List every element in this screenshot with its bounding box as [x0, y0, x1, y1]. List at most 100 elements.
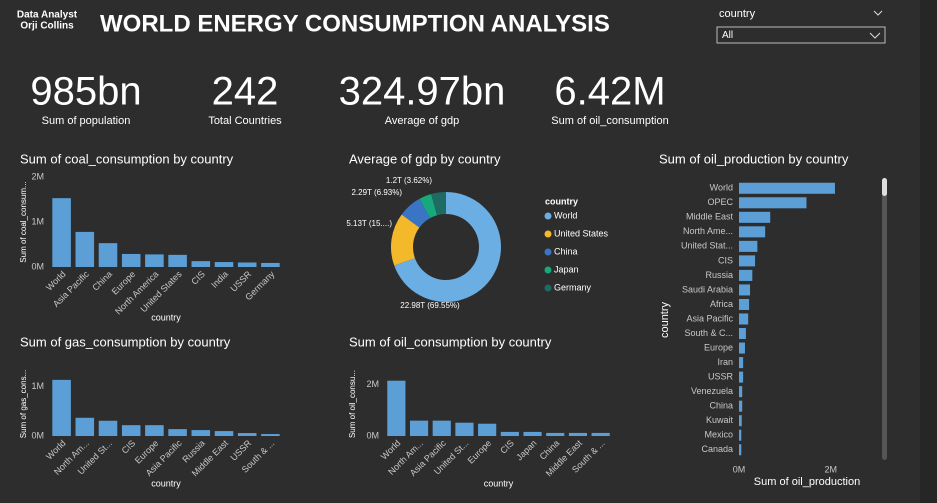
legend-label: Japan [554, 264, 579, 274]
data-label: 22.98T (69.55%) [400, 301, 460, 310]
bar [739, 400, 743, 412]
y-tick-label: Africa [710, 299, 733, 309]
bar [121, 425, 141, 436]
y-tick-label: 2M [366, 379, 379, 389]
y-axis-title: country [659, 301, 671, 338]
y-tick-label: Kuwait [706, 415, 734, 425]
slicer-dropdown[interactable]: All [716, 26, 886, 44]
y-tick-label: China [709, 401, 733, 411]
y-tick-label: Saudi Arabia [682, 284, 733, 294]
legend-swatch [544, 230, 552, 238]
kpi-label: Total Countries [208, 115, 282, 127]
donut-slice [419, 194, 438, 219]
bar [168, 429, 187, 436]
y-tick-label: Canada [701, 444, 733, 454]
kpi-value: 6.42M [554, 70, 665, 114]
bar [739, 182, 835, 194]
bar [261, 262, 280, 267]
bar [261, 434, 280, 436]
dropdown-arrow[interactable] [869, 32, 881, 39]
x-axis-title: country [151, 312, 181, 322]
y-tick-label: South & C... [684, 328, 733, 338]
kpi-value: 242 [212, 70, 279, 114]
bar [546, 432, 565, 436]
bar [75, 417, 95, 436]
bar [739, 371, 744, 383]
y-tick-label: North Ame... [683, 226, 733, 236]
bar [237, 433, 257, 436]
y-tick-label: United Stat... [681, 241, 733, 251]
chart-title: Sum of coal_consumption by country [20, 151, 234, 166]
bar [523, 431, 542, 436]
bar [145, 425, 164, 436]
donut-slice [394, 192, 501, 303]
legend-title: country [545, 196, 578, 206]
y-tick-label: Venezuela [691, 386, 733, 396]
y-tick-label: 0M [366, 430, 379, 440]
bar [98, 420, 118, 436]
y-tick-label: Mexico [704, 430, 733, 440]
bar [455, 422, 474, 436]
x-tick-label: 0M [733, 464, 746, 474]
bar [409, 420, 429, 436]
bar [568, 432, 588, 436]
bar [52, 379, 71, 436]
y-tick-label: Iran [717, 357, 733, 367]
bar [739, 328, 746, 340]
x-tick-label: 2M [825, 464, 838, 474]
bar [237, 262, 257, 267]
author-role: Data Analyst [17, 10, 78, 21]
bar [214, 262, 234, 267]
bar [739, 240, 758, 252]
data-label: 2.29T (6.93%) [351, 188, 402, 197]
bar [739, 429, 742, 441]
legend-label: China [554, 246, 578, 256]
bar [121, 253, 141, 267]
chart-title: Sum of gas_consumption by country [20, 334, 231, 349]
kpi-value: 985bn [30, 70, 141, 114]
scrollbar-thumb[interactable] [882, 178, 887, 196]
y-tick-label: Middle East [686, 212, 734, 222]
bar [98, 243, 118, 267]
bar [739, 386, 743, 398]
bar [75, 231, 95, 267]
bar [145, 254, 164, 267]
data-label: 5.13T (15....) [346, 219, 392, 228]
bar [191, 430, 211, 436]
y-tick-label: 2M [31, 171, 44, 181]
bar [387, 380, 406, 436]
slicer-collapse[interactable] [873, 10, 883, 16]
bar [432, 420, 451, 436]
y-tick-label: World [710, 183, 733, 193]
dropdown-value[interactable]: All [722, 30, 733, 41]
bar [739, 226, 766, 238]
dropdown-box[interactable] [716, 26, 886, 44]
legend-swatch [544, 212, 552, 220]
bar [591, 432, 610, 436]
y-tick-label: 0M [31, 430, 44, 440]
donut-slice [431, 192, 446, 216]
bar [739, 255, 756, 267]
bar [739, 211, 771, 223]
donut-slice [391, 214, 420, 266]
bar [739, 357, 744, 369]
legend-label: Germany [554, 282, 592, 292]
kpi-label: Sum of population [42, 115, 131, 127]
chart-title: Sum of oil_consumption by country [349, 334, 552, 349]
x-axis-title: Sum of oil_production [754, 476, 860, 488]
author-name: Orji Collins [20, 21, 74, 32]
bar [739, 313, 749, 325]
chart-title: Average of gdp by country [349, 151, 501, 166]
bar [500, 431, 519, 436]
page-edge [920, 0, 937, 503]
bar [739, 444, 742, 456]
legend-label: World [554, 210, 577, 220]
legend-swatch [544, 284, 552, 292]
x-axis-title: country [484, 478, 514, 488]
y-tick-label: Europe [704, 342, 733, 352]
y-tick-label: 1M [31, 216, 44, 226]
kpi-value: 324.97bn [339, 70, 506, 114]
bar [214, 431, 234, 436]
